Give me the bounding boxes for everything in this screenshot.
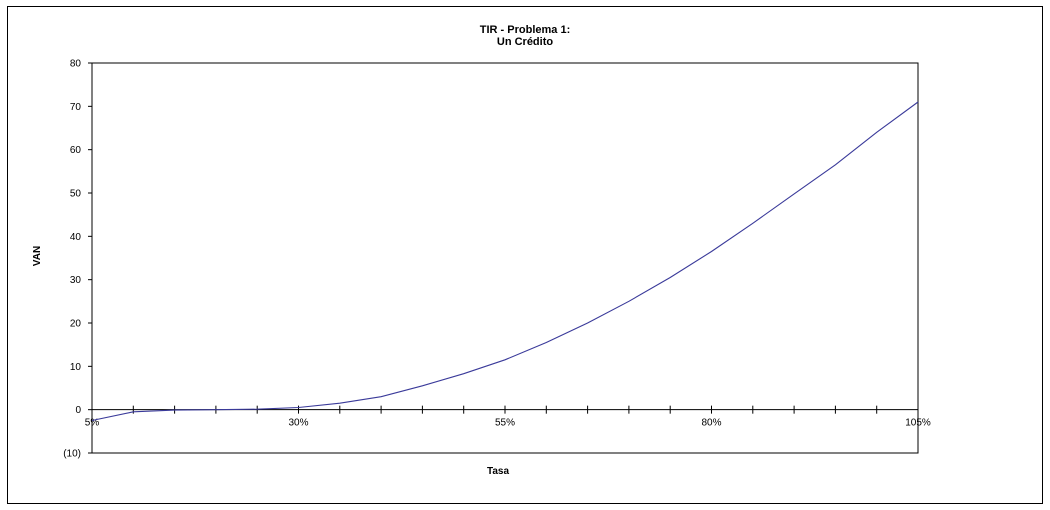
y-axis: (10) 0 10 20 30 40 50 60 70 80 bbox=[63, 59, 92, 460]
y-tick-label: 70 bbox=[70, 102, 82, 113]
y-tick-label: (10) bbox=[63, 449, 81, 460]
x-tick-label: 80% bbox=[701, 418, 721, 429]
y-tick-label: 10 bbox=[70, 362, 82, 373]
y-tick-label: 40 bbox=[70, 232, 82, 243]
chart-subtitle: Un Crédito bbox=[496, 36, 554, 48]
y-tick-label: 60 bbox=[70, 145, 82, 156]
y-tick-label: 20 bbox=[70, 319, 82, 330]
x-tick-label: 105% bbox=[905, 418, 931, 429]
plot-area bbox=[91, 62, 919, 454]
series-line bbox=[91, 101, 919, 422]
y-tick-label: 0 bbox=[75, 405, 81, 416]
x-tick-label: 5% bbox=[85, 418, 100, 429]
series-group bbox=[91, 101, 919, 422]
x-tick-label: 30% bbox=[288, 418, 308, 429]
x-axis-label: Tasa bbox=[487, 466, 509, 477]
y-axis-label: VAN bbox=[32, 246, 43, 266]
chart-title: TIR - Problema 1: bbox=[479, 24, 571, 36]
y-tick-label: 80 bbox=[70, 59, 82, 70]
x-tick-label: 55% bbox=[495, 418, 515, 429]
y-tick-label: 50 bbox=[70, 189, 82, 200]
y-tick-label: 30 bbox=[70, 275, 82, 286]
